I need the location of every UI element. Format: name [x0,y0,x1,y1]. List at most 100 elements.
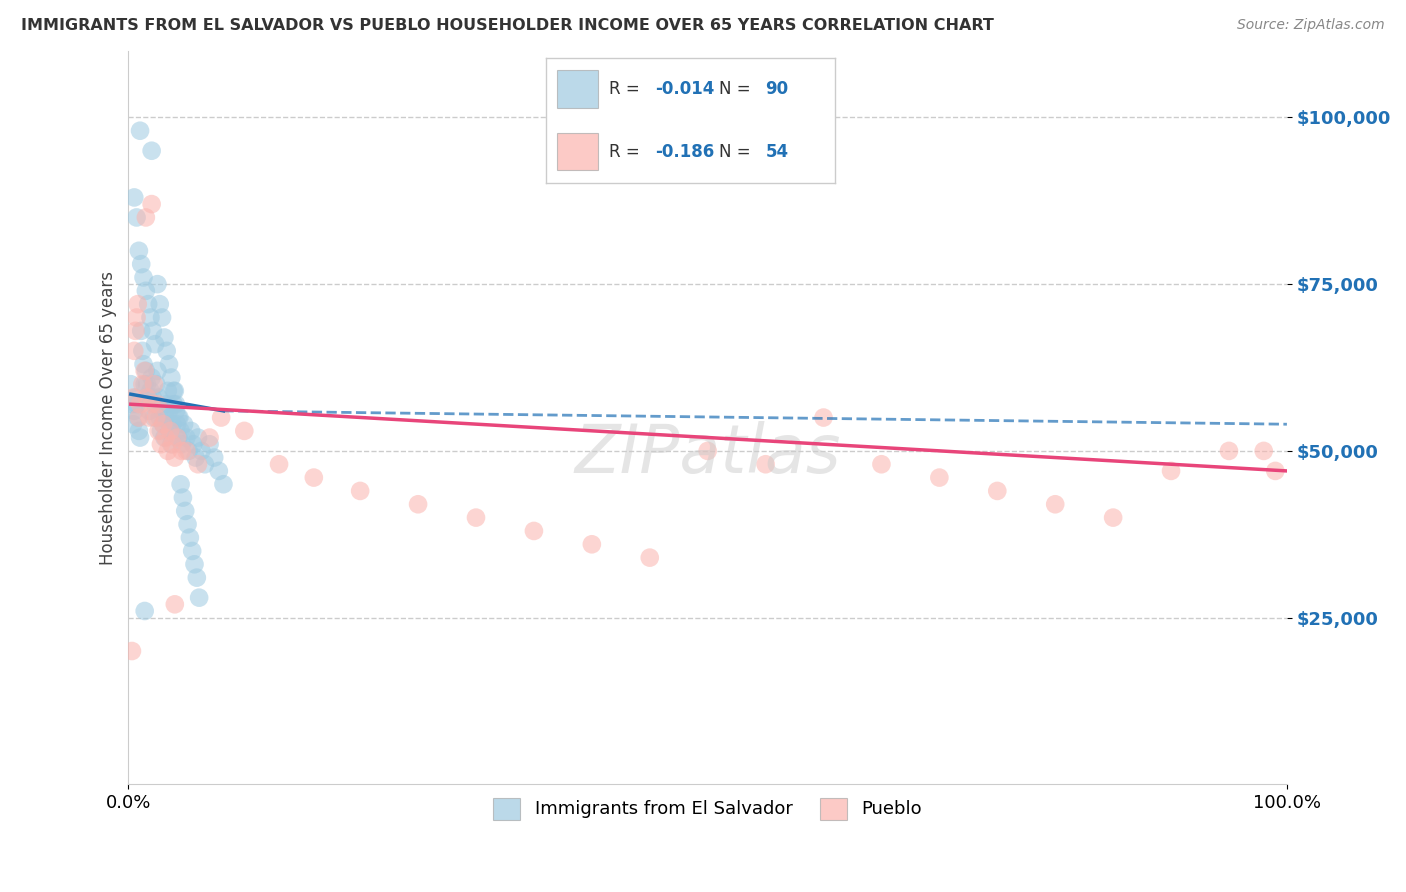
Point [157,357,180,371]
Point [696,444,718,458]
Point [128,424,150,438]
Point [155,410,177,425]
Point [267,457,290,471]
Point [146,364,169,378]
Point [129,431,152,445]
Point [187,457,209,471]
Point [134,364,156,378]
Point [131,343,153,358]
Point [1045,497,1067,511]
Point [184,450,207,465]
Point [813,410,835,425]
Point [152,417,174,432]
Point [150,310,173,325]
Point [141,370,163,384]
Point [148,424,170,438]
Point [153,431,176,445]
Point [176,517,198,532]
Point [180,424,202,438]
Point [128,410,150,425]
Point [159,424,181,438]
Point [638,550,661,565]
Point [186,571,208,585]
Point [188,591,211,605]
Point [159,424,181,438]
Point [125,211,148,225]
Point [148,391,170,405]
Point [127,410,149,425]
Point [523,524,546,538]
Point [135,364,157,378]
Point [146,277,169,292]
Text: IMMIGRANTS FROM EL SALVADOR VS PUEBLO HOUSEHOLDER INCOME OVER 65 YEARS CORRELATI: IMMIGRANTS FROM EL SALVADOR VS PUEBLO HO… [21,18,994,33]
Point [136,391,159,405]
Point [1253,444,1275,458]
Point [1264,464,1286,478]
Point [174,504,197,518]
Point [145,377,167,392]
Point [183,558,205,572]
Point [156,343,179,358]
Point [198,437,221,451]
Point [194,457,217,471]
Point [143,397,166,411]
Point [163,397,186,411]
Point [122,417,145,432]
Point [302,470,325,484]
Point [1218,444,1240,458]
Point [986,483,1008,498]
Point [149,297,172,311]
Point [155,431,177,445]
Point [138,410,160,425]
Text: Source: ZipAtlas.com: Source: ZipAtlas.com [1237,18,1385,32]
Point [170,444,193,458]
Point [167,431,190,445]
Point [928,470,950,484]
Point [142,377,165,392]
Point [149,424,172,438]
Point [208,464,231,478]
Point [465,510,488,524]
Point [134,377,156,392]
Point [870,457,893,471]
Point [122,391,145,405]
Point [163,384,186,398]
Point [132,357,155,371]
Point [143,337,166,351]
Point [132,270,155,285]
Point [156,444,179,458]
Point [163,450,186,465]
Point [160,370,183,384]
Point [141,397,163,411]
Point [233,424,256,438]
Point [138,404,160,418]
Point [136,297,159,311]
Point [139,384,162,398]
Point [406,497,429,511]
Point [581,537,603,551]
Point [212,477,235,491]
Point [202,450,225,465]
Point [173,417,195,432]
Point [190,444,212,458]
Point [122,190,145,204]
Point [170,437,193,451]
Point [149,410,172,425]
Point [176,431,198,445]
Point [142,391,165,405]
Point [149,437,172,451]
Point [122,404,145,418]
Point [125,397,148,411]
Point [177,444,200,458]
Text: ZIPatlas: ZIPatlas [575,421,841,487]
Point [169,424,191,438]
Point [187,431,209,445]
Point [121,644,143,658]
Point [141,197,163,211]
Point [141,144,163,158]
Point [125,310,148,325]
Point [165,397,187,411]
Point [156,397,179,411]
Point [755,457,778,471]
Point [128,244,150,258]
